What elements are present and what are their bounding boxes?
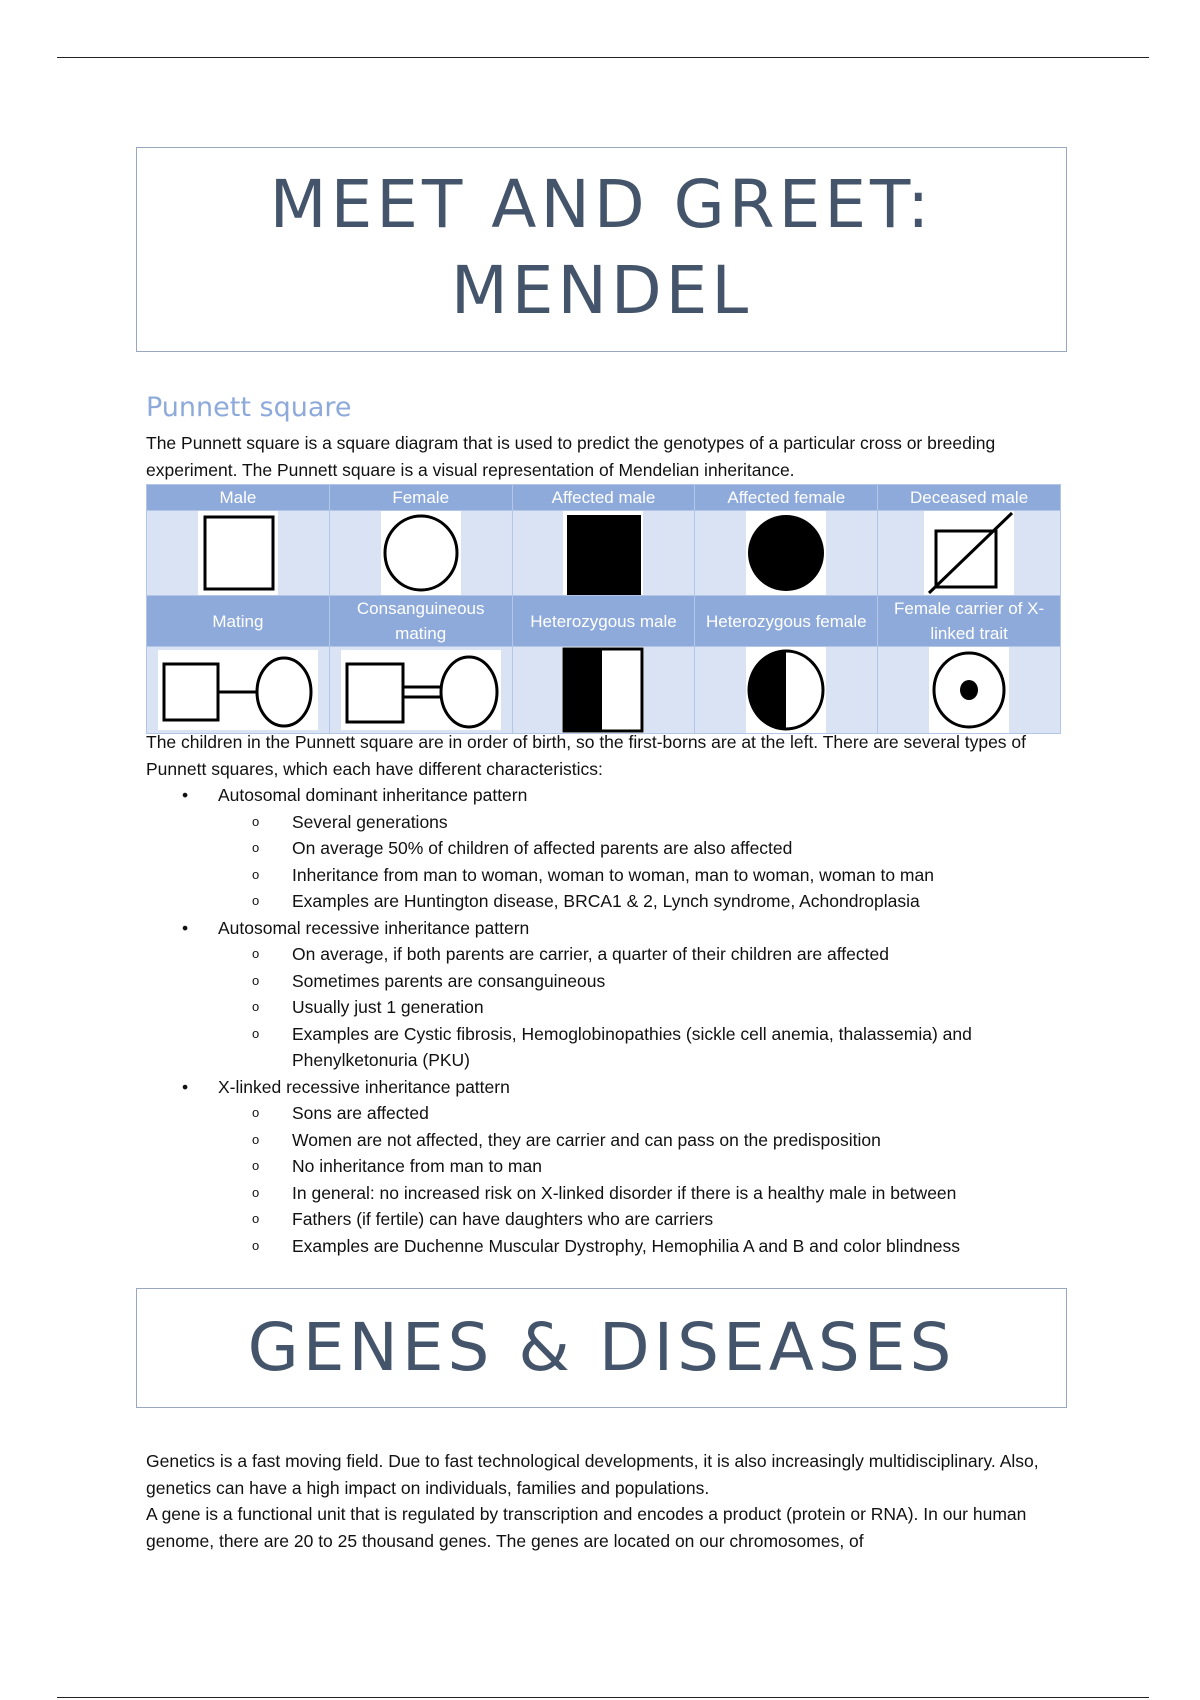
intro-paragraph: The Punnett square is a square diagram t… xyxy=(146,433,996,480)
list-item: o Examples are Cystic fibrosis, Hemoglobi… xyxy=(252,1023,972,1071)
label-heterozygous-male: Heterozygous male xyxy=(511,595,696,647)
label-male: Male xyxy=(146,484,330,511)
label-mating: Mating xyxy=(146,595,330,647)
label-female-carrier: Female carrier of X-linked trait xyxy=(877,595,1061,647)
title-box-genes: GENES & DISEASES xyxy=(136,1288,1067,1408)
list-item: o On average 50% of children of affected … xyxy=(252,838,793,858)
characteristics-text: The children in the Punnett square are i… xyxy=(146,729,1076,1259)
genes-paragraph-1: Genetics is a fast moving field. Due to … xyxy=(146,1451,1039,1498)
list-item: o Women are not affected, they are carrie… xyxy=(252,1129,881,1150)
title-box-mendel: MEET AND GREET: MENDEL xyxy=(136,147,1067,352)
list-item: o Inheritance from man to woman, woman to… xyxy=(252,864,934,885)
label-affected-male: Affected male xyxy=(511,484,696,511)
heterozygous-female-icon xyxy=(746,647,827,733)
list-item: o Sometimes parents are consanguineous xyxy=(252,970,606,991)
list-item: X-linked recessive inheritance pattern xyxy=(146,1074,1076,1101)
top-rule xyxy=(57,57,1149,58)
list-item: o Examples are Huntington disease, BRCA1 … xyxy=(252,891,920,911)
list-item: o No inheritance from man to man xyxy=(252,1156,542,1176)
list-item: o Usually just 1 generation xyxy=(252,997,484,1017)
pedigree-symbols-table: Male Female Affected male Affected female De… xyxy=(146,484,1061,734)
list-item: o Examples are Duchenne Muscular Dystroph… xyxy=(252,1235,960,1256)
affected-male-icon xyxy=(563,511,644,595)
section-heading: Punnett square xyxy=(146,392,352,423)
mating-icon xyxy=(157,650,318,730)
consanguineous-mating-icon xyxy=(340,650,501,730)
female-carrier-icon xyxy=(929,647,1010,733)
label-deceased-male: Deceased male xyxy=(877,484,1061,511)
list-item: o Several generations xyxy=(252,811,448,832)
label-consanguineous-mating: Consanguineous mating xyxy=(328,595,513,647)
male-square-icon xyxy=(197,511,278,595)
list-item: o Fathers (if fertile) can have daughters… xyxy=(252,1209,714,1229)
label-affected-female: Affected female xyxy=(694,484,879,511)
female-circle-icon xyxy=(380,511,461,595)
list-item: Autosomal dominant inheritance pattern xyxy=(146,782,1076,809)
deceased-male-icon xyxy=(924,511,1015,595)
inheritance-list: Autosomal dominant inheritance pattern o… xyxy=(146,782,1076,1259)
genes-paragraph-2: A gene is a functional unit that is regu… xyxy=(146,1504,1027,1551)
list-item: o In general: no increased risk on X-link… xyxy=(252,1182,957,1203)
list-item: o Sons are affected xyxy=(252,1103,429,1123)
heterozygous-male-icon xyxy=(562,647,645,733)
bottom-rule xyxy=(57,1697,1149,1698)
label-female: Female xyxy=(328,484,513,511)
label-heterozygous-female: Heterozygous female xyxy=(694,595,879,647)
list-item: o On average, if both parents are carrier… xyxy=(252,944,889,964)
page-title: MEET AND GREET: MENDEL xyxy=(269,166,934,329)
genes-text: Genetics is a fast moving field. Due to … xyxy=(146,1448,1076,1554)
affected-female-icon xyxy=(746,511,827,595)
after-paragraph: The children in the Punnett square are i… xyxy=(146,732,1027,779)
section-title: GENES & DISEASES xyxy=(247,1309,956,1386)
list-item: Autosomal recessive inheritance pattern xyxy=(146,915,1076,942)
